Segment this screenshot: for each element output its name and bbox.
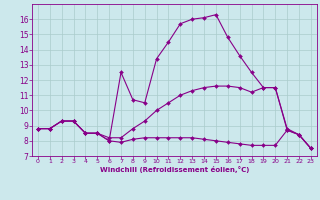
X-axis label: Windchill (Refroidissement éolien,°C): Windchill (Refroidissement éolien,°C) [100, 166, 249, 173]
